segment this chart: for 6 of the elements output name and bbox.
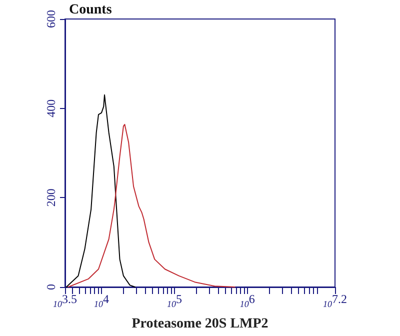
y-tick-label: 400 <box>44 99 58 118</box>
y-tick-label: 600 <box>44 10 58 28</box>
y-tick-label: 0 <box>44 284 58 290</box>
y-axis-title: Counts <box>69 2 112 18</box>
x-axis-title: Proteasome 20S LMP2 <box>132 316 268 332</box>
y-tick-label: 200 <box>44 188 58 207</box>
